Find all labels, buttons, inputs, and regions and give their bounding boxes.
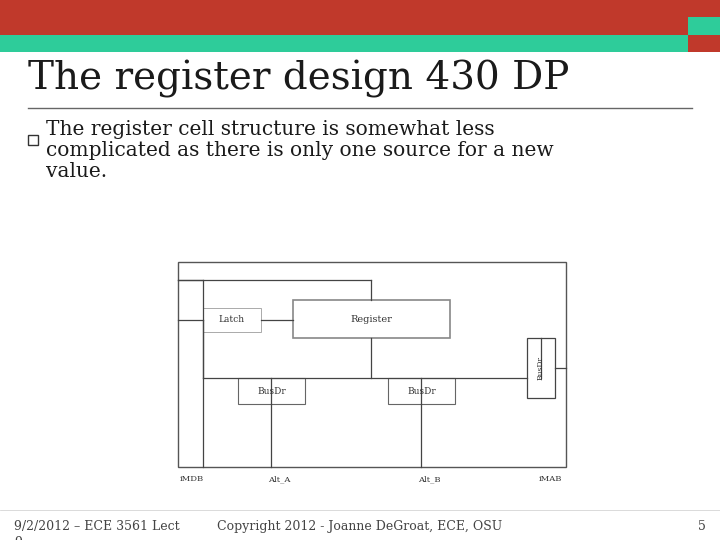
Text: The register design 430 DP: The register design 430 DP	[28, 60, 570, 98]
Text: 5: 5	[698, 520, 706, 533]
FancyBboxPatch shape	[527, 338, 555, 398]
Text: Alt_A: Alt_A	[268, 475, 290, 483]
FancyBboxPatch shape	[688, 35, 720, 52]
Text: 9/2/2012 – ECE 3561 Lect
9: 9/2/2012 – ECE 3561 Lect 9	[14, 520, 179, 540]
Text: The register cell structure is somewhat less: The register cell structure is somewhat …	[46, 120, 495, 139]
FancyBboxPatch shape	[688, 17, 720, 35]
FancyBboxPatch shape	[178, 262, 566, 467]
Text: Alt_B: Alt_B	[418, 475, 441, 483]
Text: Copyright 2012 - Joanne DeGroat, ECE, OSU: Copyright 2012 - Joanne DeGroat, ECE, OS…	[217, 520, 503, 533]
FancyBboxPatch shape	[28, 135, 38, 145]
FancyBboxPatch shape	[203, 308, 261, 332]
FancyBboxPatch shape	[0, 35, 688, 52]
FancyBboxPatch shape	[293, 300, 450, 338]
FancyBboxPatch shape	[238, 378, 305, 404]
Text: Latch: Latch	[219, 315, 245, 325]
Text: BusDr: BusDr	[257, 387, 286, 395]
Text: BusDr: BusDr	[537, 356, 545, 380]
Text: BusDr: BusDr	[407, 387, 436, 395]
FancyBboxPatch shape	[0, 0, 720, 35]
Text: complicated as there is only one source for a new: complicated as there is only one source …	[46, 141, 554, 160]
Text: value.: value.	[46, 162, 107, 181]
FancyBboxPatch shape	[388, 378, 455, 404]
Text: iMDB: iMDB	[180, 475, 204, 483]
Text: Register: Register	[351, 314, 392, 323]
Text: iMAB: iMAB	[539, 475, 562, 483]
